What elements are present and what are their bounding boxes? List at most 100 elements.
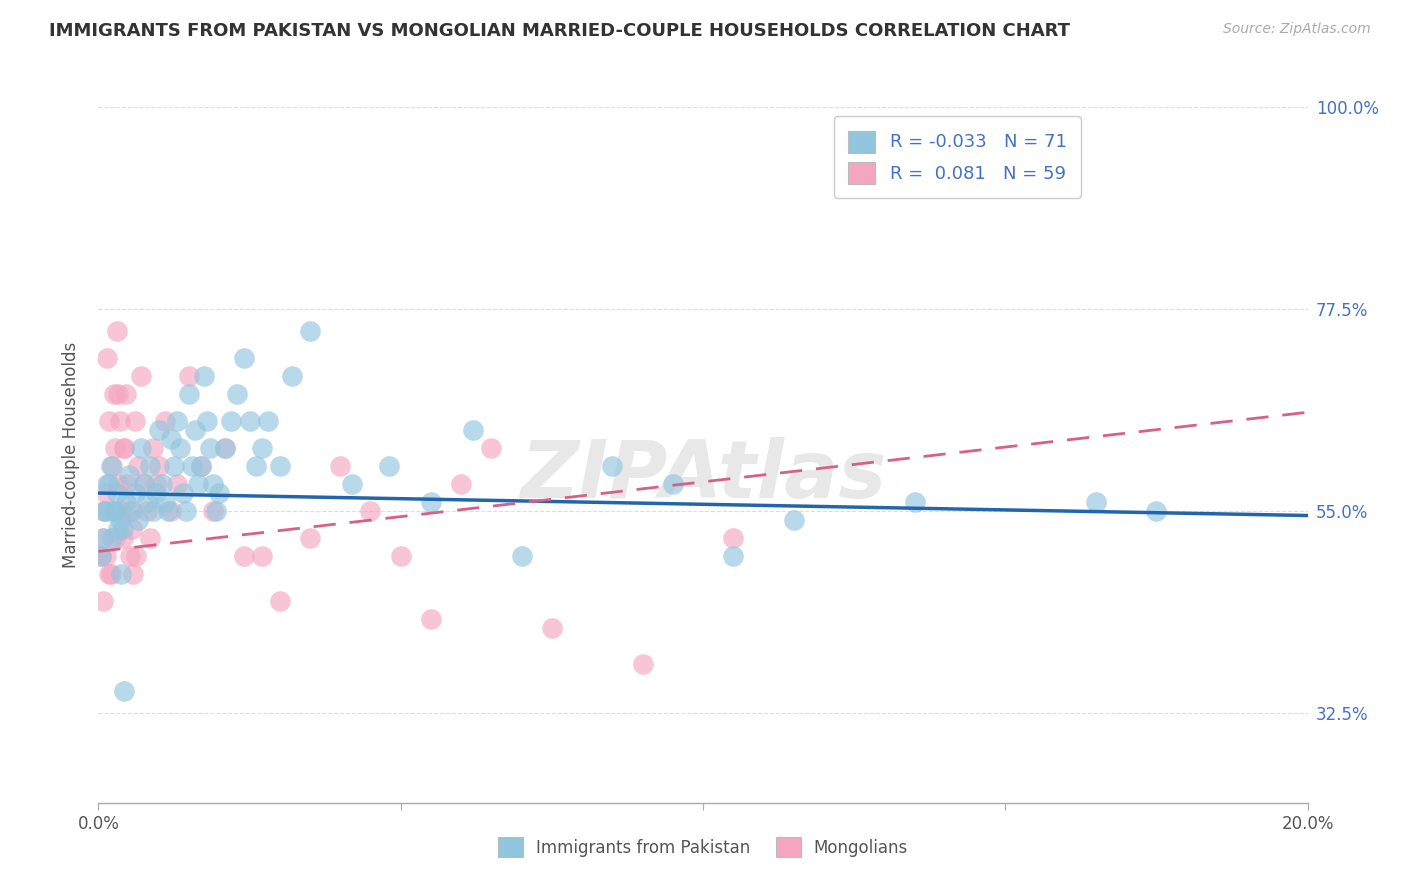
- Point: [208, 486, 231, 500]
- Point: [299, 531, 322, 545]
- Point: [232, 549, 254, 563]
- Point: [179, 369, 201, 384]
- Point: [111, 531, 134, 545]
- Point: [114, 495, 136, 509]
- Point: [142, 441, 165, 455]
- Point: [783, 513, 806, 527]
- Text: IMMIGRANTS FROM PAKISTAN VS MONGOLIAN MARRIED-COUPLE HOUSEHOLDS CORRELATION CHAR: IMMIGRANTS FROM PAKISTAN VS MONGOLIAN MA…: [49, 22, 1070, 40]
- Point: [239, 414, 262, 428]
- Point: [281, 369, 304, 384]
- Point: [127, 459, 149, 474]
- Point: [174, 504, 197, 518]
- Point: [105, 486, 128, 500]
- Point: [98, 414, 121, 428]
- Point: [121, 504, 143, 518]
- Point: [96, 477, 118, 491]
- Point: [91, 531, 114, 545]
- Point: [96, 351, 118, 366]
- Point: [904, 495, 927, 509]
- Point: [108, 414, 131, 428]
- Point: [94, 486, 117, 500]
- Point: [91, 531, 114, 545]
- Text: Source: ZipAtlas.com: Source: ZipAtlas.com: [1223, 22, 1371, 37]
- Point: [377, 459, 399, 474]
- Point: [1085, 495, 1108, 509]
- Point: [510, 549, 533, 563]
- Point: [96, 549, 118, 563]
- Point: [342, 477, 364, 491]
- Point: [103, 387, 125, 401]
- Point: [100, 531, 122, 545]
- Point: [100, 566, 122, 581]
- Point: [139, 459, 162, 474]
- Point: [117, 477, 139, 491]
- Point: [121, 522, 143, 536]
- Point: [661, 477, 683, 491]
- Point: [135, 504, 157, 518]
- Point: [145, 477, 167, 491]
- Point: [181, 459, 204, 474]
- Point: [118, 549, 141, 563]
- Point: [114, 387, 136, 401]
- Point: [172, 486, 194, 500]
- Point: [540, 621, 562, 635]
- Point: [125, 549, 148, 563]
- Point: [723, 549, 745, 563]
- Point: [153, 495, 176, 509]
- Point: [481, 441, 503, 455]
- Point: [360, 504, 382, 518]
- Legend: Immigrants from Pakistan, Mongolians: Immigrants from Pakistan, Mongolians: [491, 830, 915, 864]
- Point: [193, 369, 215, 384]
- Point: [107, 387, 129, 401]
- Point: [202, 504, 225, 518]
- Point: [420, 495, 443, 509]
- Point: [179, 387, 201, 401]
- Point: [118, 504, 141, 518]
- Point: [160, 504, 183, 518]
- Point: [112, 441, 135, 455]
- Point: [105, 325, 128, 339]
- Point: [108, 513, 131, 527]
- Point: [90, 549, 112, 563]
- Point: [94, 504, 117, 518]
- Point: [389, 549, 412, 563]
- Point: [205, 504, 228, 518]
- Point: [107, 477, 129, 491]
- Point: [245, 459, 267, 474]
- Point: [723, 531, 745, 545]
- Point: [100, 459, 122, 474]
- Point: [190, 459, 212, 474]
- Point: [250, 441, 273, 455]
- Point: [142, 504, 165, 518]
- Point: [160, 432, 183, 446]
- Point: [101, 504, 124, 518]
- Point: [132, 477, 155, 491]
- Point: [195, 414, 218, 428]
- Point: [124, 486, 146, 500]
- Point: [111, 522, 134, 536]
- Point: [129, 441, 152, 455]
- Point: [329, 459, 352, 474]
- Point: [132, 477, 155, 491]
- Point: [145, 486, 167, 500]
- Point: [91, 594, 114, 608]
- Point: [98, 477, 121, 491]
- Point: [93, 504, 115, 518]
- Point: [118, 468, 141, 483]
- Point: [93, 504, 115, 518]
- Point: [269, 594, 291, 608]
- Y-axis label: Married-couple Households: Married-couple Households: [62, 342, 80, 568]
- Point: [190, 459, 212, 474]
- Point: [463, 423, 485, 437]
- Point: [107, 522, 129, 536]
- Point: [602, 459, 624, 474]
- Point: [150, 477, 173, 491]
- Point: [200, 441, 222, 455]
- Point: [166, 477, 188, 491]
- Point: [156, 504, 179, 518]
- Point: [221, 414, 243, 428]
- Point: [169, 441, 191, 455]
- Point: [232, 351, 254, 366]
- Point: [110, 504, 132, 518]
- Point: [250, 549, 273, 563]
